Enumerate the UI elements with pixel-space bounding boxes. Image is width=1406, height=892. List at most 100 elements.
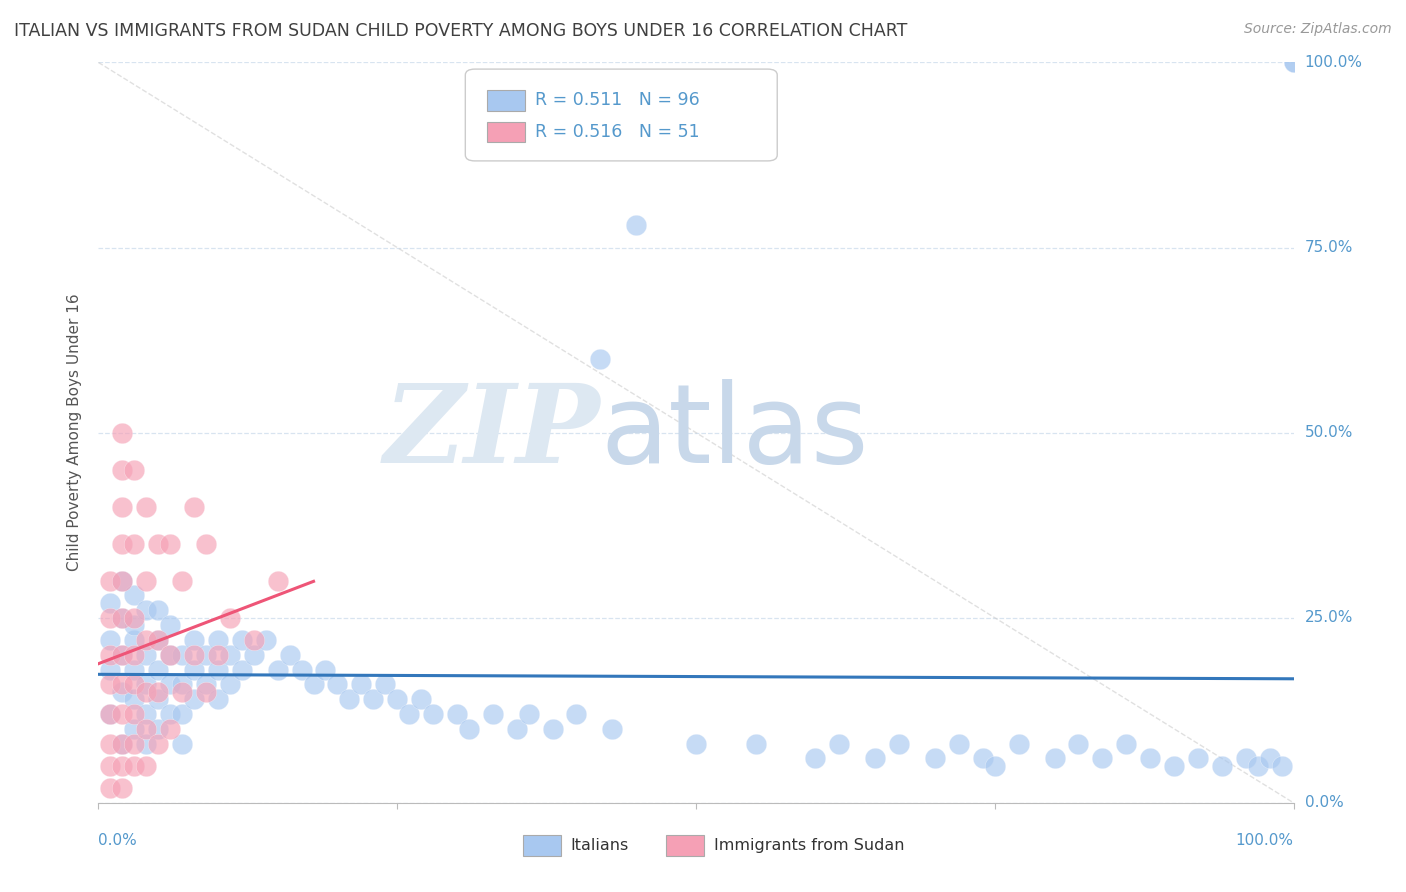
Point: [183, 632, 205, 647]
Point: [124, 706, 146, 721]
Point: [685, 737, 707, 751]
Point: [231, 632, 253, 647]
Point: [98, 706, 122, 721]
FancyBboxPatch shape: [465, 69, 778, 161]
Point: [124, 589, 146, 603]
Text: 50.0%: 50.0%: [1305, 425, 1353, 440]
Point: [207, 648, 229, 662]
Point: [589, 351, 612, 366]
Point: [541, 722, 564, 736]
Point: [183, 663, 205, 677]
Point: [889, 737, 911, 751]
Point: [111, 737, 134, 751]
Point: [267, 663, 290, 677]
Point: [159, 648, 181, 662]
Point: [111, 610, 134, 624]
Point: [828, 737, 851, 751]
Point: [111, 610, 134, 624]
Point: [98, 574, 122, 588]
Point: [422, 706, 444, 721]
Text: 100.0%: 100.0%: [1305, 55, 1362, 70]
Point: [124, 462, 146, 476]
Point: [159, 536, 181, 550]
Point: [948, 737, 970, 751]
Point: [602, 722, 624, 736]
Text: ZIP: ZIP: [384, 379, 600, 486]
Point: [98, 737, 122, 751]
Point: [111, 425, 134, 440]
Point: [446, 706, 468, 721]
Point: [159, 706, 181, 721]
Point: [172, 574, 194, 588]
Point: [111, 685, 134, 699]
Point: [183, 648, 205, 662]
Point: [135, 500, 157, 514]
Point: [111, 780, 134, 795]
Point: [135, 737, 157, 751]
Point: [124, 648, 146, 662]
Point: [98, 706, 122, 721]
Point: [111, 462, 134, 476]
Point: [159, 722, 181, 736]
Point: [148, 632, 170, 647]
Point: [135, 722, 157, 736]
Point: [1139, 751, 1161, 765]
Point: [924, 751, 946, 765]
Point: [385, 692, 409, 706]
Point: [159, 618, 181, 632]
Point: [339, 692, 361, 706]
Text: atlas: atlas: [600, 379, 869, 486]
Point: [124, 677, 146, 691]
Point: [1187, 751, 1209, 765]
Point: [1211, 758, 1233, 772]
Point: [111, 677, 134, 691]
Point: [111, 500, 134, 514]
Point: [1282, 55, 1305, 70]
Point: [111, 648, 134, 662]
Point: [124, 610, 146, 624]
Point: [111, 574, 134, 588]
Text: 75.0%: 75.0%: [1305, 240, 1353, 255]
Point: [98, 610, 122, 624]
Point: [124, 618, 146, 632]
Point: [124, 722, 146, 736]
Point: [148, 663, 170, 677]
Point: [195, 536, 218, 550]
Text: 25.0%: 25.0%: [1305, 610, 1353, 625]
Text: 0.0%: 0.0%: [98, 833, 138, 848]
Point: [1067, 737, 1090, 751]
Y-axis label: Child Poverty Among Boys Under 16: Child Poverty Among Boys Under 16: [67, 293, 83, 572]
Point: [135, 632, 157, 647]
Point: [135, 706, 157, 721]
Point: [481, 706, 505, 721]
Point: [326, 677, 349, 691]
Point: [565, 706, 588, 721]
FancyBboxPatch shape: [486, 90, 524, 111]
Point: [135, 677, 157, 691]
Point: [302, 677, 325, 691]
Text: Source: ZipAtlas.com: Source: ZipAtlas.com: [1244, 22, 1392, 37]
Point: [195, 685, 218, 699]
Point: [517, 706, 540, 721]
Point: [458, 722, 481, 736]
Point: [172, 685, 194, 699]
Point: [207, 692, 229, 706]
Point: [219, 677, 242, 691]
Point: [98, 780, 122, 795]
Point: [411, 692, 433, 706]
Point: [1043, 751, 1066, 765]
Point: [350, 677, 373, 691]
Point: [124, 692, 146, 706]
Text: Immigrants from Sudan: Immigrants from Sudan: [714, 838, 904, 854]
Point: [219, 648, 242, 662]
Point: [231, 663, 253, 677]
Point: [172, 677, 194, 691]
Point: [98, 758, 122, 772]
Point: [267, 574, 290, 588]
Point: [98, 596, 122, 610]
Text: 0.0%: 0.0%: [1305, 796, 1343, 810]
Point: [626, 219, 648, 233]
Point: [195, 648, 218, 662]
Point: [363, 692, 385, 706]
Point: [172, 737, 194, 751]
